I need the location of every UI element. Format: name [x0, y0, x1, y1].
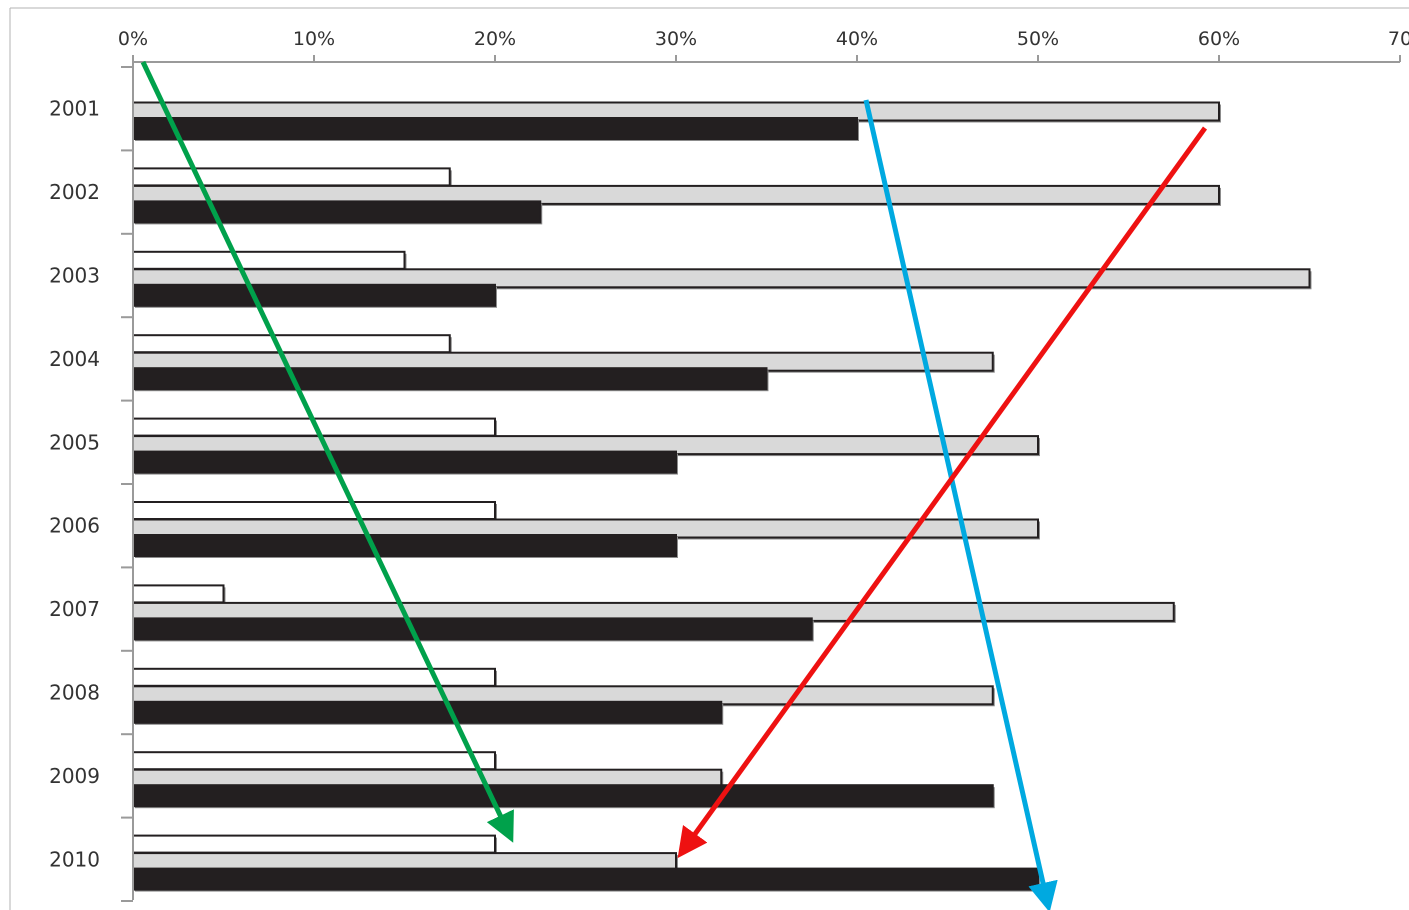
bar-series-1-2010: [132, 834, 496, 854]
category-label-2005: 2005: [49, 430, 100, 454]
x-tick-label: 60%: [1198, 28, 1240, 50]
bar-series-3-2006: [132, 534, 677, 557]
bar-series-3-2001: [132, 117, 858, 140]
x-tick-label: 70: [1388, 28, 1409, 50]
bar-series-3-2010: [132, 867, 1039, 891]
x-tick-label: 0%: [118, 28, 148, 50]
category-label-2004: 2004: [49, 347, 100, 371]
category-label-2008: 2008: [49, 681, 100, 705]
bar-series-1-2004: [132, 334, 451, 354]
category-label-2010: 2010: [49, 847, 100, 871]
x-tick-label: 50%: [1017, 28, 1059, 50]
bar-series-1-2007: [132, 584, 225, 604]
bar-series-3-2008: [132, 700, 723, 724]
bar-series-3-2007: [132, 617, 813, 641]
x-tick-label: 20%: [474, 28, 516, 50]
category-label-2003: 2003: [49, 264, 100, 288]
category-label-2009: 2009: [49, 764, 100, 788]
bar-series-1-2006: [132, 501, 496, 520]
bar-series-3-2009: [132, 784, 994, 808]
bar-series-1-2002: [132, 167, 451, 187]
category-label-2007: 2007: [49, 597, 100, 621]
bar-series-1-2003: [132, 250, 406, 270]
x-tick-label: 10%: [293, 28, 335, 50]
annotation-arrow-3: [677, 126, 1208, 859]
bar-series-1-2009: [132, 751, 496, 771]
bar-series-1-2008: [132, 667, 496, 687]
bar-series-3-2005: [132, 450, 677, 474]
category-label-2002: 2002: [49, 180, 100, 204]
annotation-arrow-1: [140, 60, 514, 843]
bar-series-3-2002: [132, 200, 542, 224]
annotation-arrow-2: [863, 99, 1058, 910]
category-label-2006: 2006: [49, 514, 100, 538]
x-tick-label: 30%: [655, 28, 697, 50]
bar-series-3-2004: [132, 367, 768, 391]
category-label-2001: 2001: [49, 97, 100, 121]
bar-series-3-2003: [132, 283, 496, 307]
x-tick-label: 40%: [836, 28, 878, 50]
